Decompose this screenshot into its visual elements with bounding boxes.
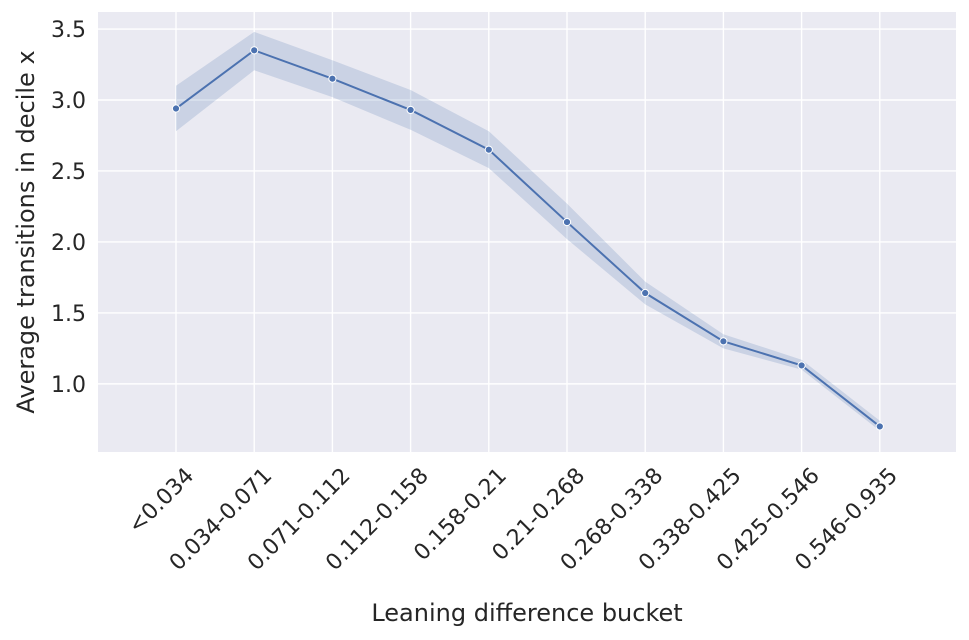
data-point <box>875 422 884 431</box>
y-axis-label: Average transitions in decile x <box>12 50 40 413</box>
data-point <box>641 288 650 298</box>
y-tick-label: 2.5 <box>51 160 86 185</box>
data-point <box>562 217 572 227</box>
y-tick-label: 1.0 <box>51 373 86 398</box>
data-points <box>171 46 884 431</box>
y-axis-ticks: 1.0 1.5 2.0 2.5 3.0 3.5 <box>51 18 86 398</box>
y-tick-label: 2.0 <box>51 231 86 256</box>
y-tick-label: 1.5 <box>51 302 86 327</box>
y-tick-label: 3.0 <box>51 89 86 114</box>
data-point <box>171 104 181 113</box>
confidence-band <box>176 31 880 431</box>
data-point <box>797 361 806 370</box>
data-point <box>406 105 415 115</box>
x-tick-label: <0.034 <box>124 463 199 538</box>
data-point <box>484 145 493 154</box>
grid <box>98 12 956 452</box>
x-axis-label: Leaning difference bucket <box>371 599 682 627</box>
series-line <box>175 49 881 428</box>
x-axis-ticks: <0.0340.034-0.0710.071-0.1120.112-0.1580… <box>124 463 903 575</box>
data-point <box>328 74 337 83</box>
data-point <box>250 46 259 55</box>
data-point <box>719 337 728 346</box>
y-tick-label: 3.5 <box>51 18 86 43</box>
plot-background <box>98 12 956 452</box>
